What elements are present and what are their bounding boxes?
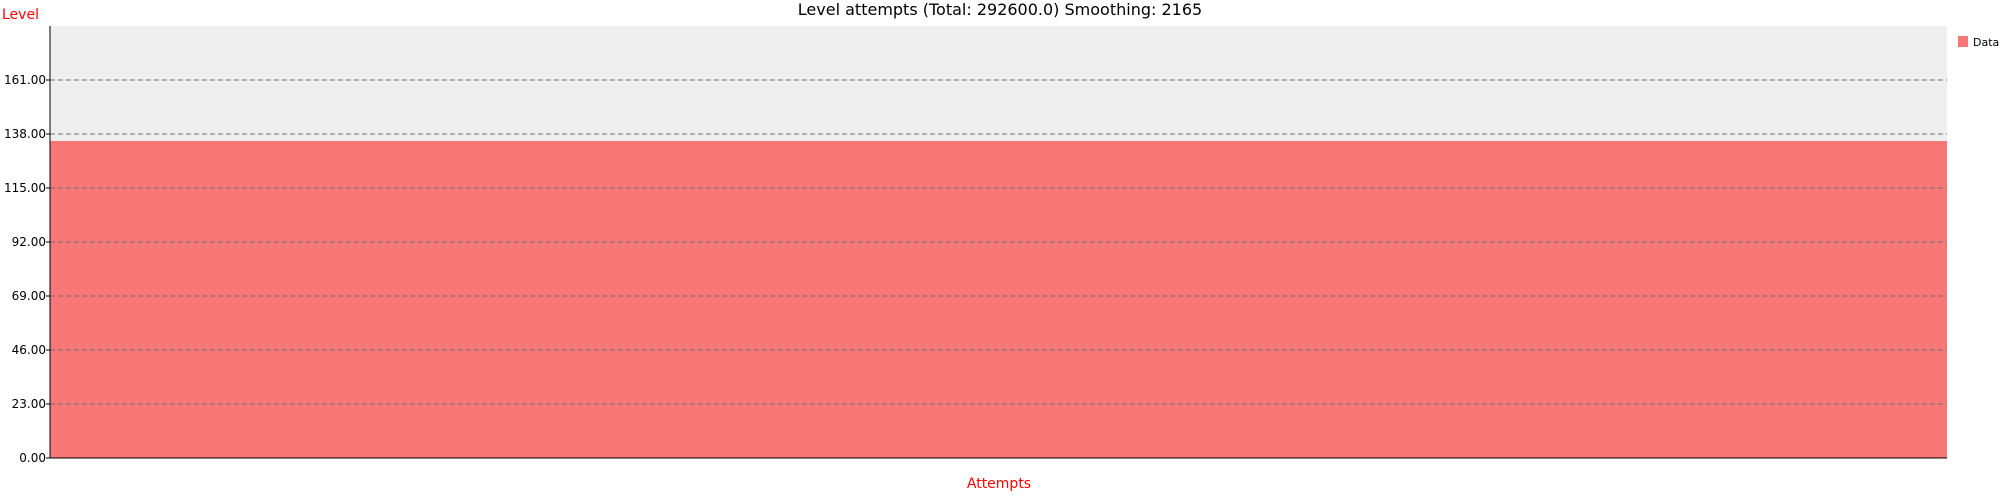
- area-layer: [50, 141, 1947, 459]
- y-tick-label: 46.00: [12, 343, 46, 357]
- chart-title: Level attempts (Total: 292600.0) Smoothi…: [798, 0, 1202, 19]
- y-tick-layer: 0.00 23.00 46.00 69.00 92.00 115.00 138.00 161.…: [4, 73, 50, 465]
- y-tick-label: 138.00: [4, 127, 46, 141]
- y-tick-label: 23.00: [12, 397, 46, 411]
- x-axis-label: Attempts: [967, 476, 1031, 492]
- area-series-data: [50, 141, 1947, 459]
- y-tick-label: 69.00: [12, 289, 46, 303]
- legend[interactable]: Data: [1958, 36, 1999, 49]
- y-tick-label: 92.00: [12, 235, 46, 249]
- legend-label-data: Data: [1973, 36, 1999, 49]
- y-tick-label: 0.00: [19, 451, 46, 465]
- y-tick-label: 115.00: [4, 181, 46, 195]
- legend-swatch-data: [1958, 36, 1968, 47]
- y-tick-label: 161.00: [4, 73, 46, 87]
- grid-layer: [50, 79, 1947, 405]
- y-axis-label: Level: [2, 7, 39, 23]
